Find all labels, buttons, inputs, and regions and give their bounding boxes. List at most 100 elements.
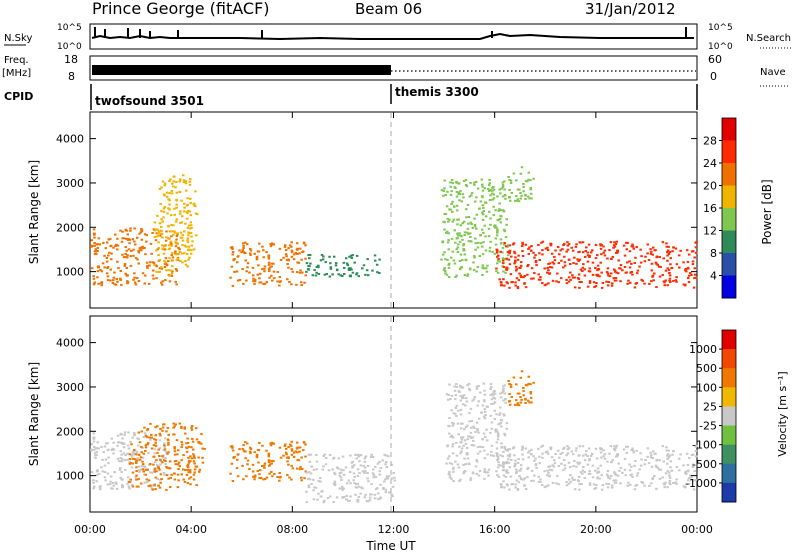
- data-cell: [359, 454, 363, 457]
- data-cell: [286, 460, 289, 463]
- data-cell: [598, 275, 601, 278]
- data-cell: [371, 456, 375, 459]
- data-cell: [560, 462, 563, 465]
- data-cell: [290, 255, 294, 258]
- data-cell: [622, 448, 626, 451]
- data-cell: [515, 479, 519, 482]
- data-cell: [472, 398, 476, 401]
- data-cell: [233, 270, 236, 273]
- data-cell: [665, 449, 669, 452]
- data-cell: [278, 479, 281, 482]
- data-cell: [446, 241, 450, 244]
- data-cell: [596, 274, 599, 277]
- data-cell: [573, 478, 576, 481]
- data-cell: [446, 398, 450, 401]
- y-tick-label: 3000: [56, 177, 84, 190]
- data-cell: [579, 241, 582, 244]
- data-cell: [478, 470, 482, 473]
- data-cell: [550, 266, 554, 269]
- data-cell: [546, 266, 549, 269]
- data-cell: [522, 389, 525, 392]
- data-cell: [186, 197, 189, 200]
- data-cell: [612, 471, 616, 474]
- data-cell: [365, 269, 369, 272]
- data-cell: [455, 414, 458, 417]
- data-cell: [495, 251, 499, 254]
- data-cell: [126, 476, 130, 479]
- data-cell: [449, 181, 452, 184]
- data-cell: [315, 460, 319, 463]
- data-cell: [532, 277, 535, 280]
- data-cell: [503, 188, 506, 191]
- data-cell: [120, 240, 124, 243]
- data-cell: [585, 450, 588, 453]
- data-cell: [112, 441, 115, 444]
- data-cell: [650, 465, 654, 468]
- data-cell: [192, 455, 196, 458]
- data-cell: [489, 393, 492, 396]
- data-cell: [119, 277, 122, 280]
- data-cell: [481, 274, 484, 277]
- data-cell: [290, 449, 294, 452]
- data-cell: [526, 265, 529, 268]
- data-cell: [524, 488, 528, 491]
- data-cell: [200, 442, 203, 445]
- data-cell: [159, 434, 162, 437]
- data-cell: [164, 239, 168, 242]
- data-cell: [643, 484, 646, 487]
- data-cell: [179, 212, 182, 215]
- data-cell: [521, 241, 524, 244]
- data-cell: [131, 238, 135, 241]
- data-cell: [286, 263, 289, 266]
- data-cell: [258, 473, 261, 476]
- data-cell: [455, 181, 458, 184]
- data-cell: [299, 269, 302, 272]
- data-cell: [364, 493, 367, 496]
- data-cell: [521, 250, 524, 253]
- data-cell: [186, 465, 189, 468]
- data-cell: [268, 463, 272, 466]
- colorbar-swatch: [722, 118, 736, 141]
- data-cell: [457, 433, 461, 436]
- data-cell: [134, 476, 137, 479]
- data-cell: [499, 396, 503, 399]
- data-cell: [497, 254, 500, 257]
- data-cell: [133, 227, 136, 230]
- data-cell: [599, 464, 602, 467]
- data-cell: [483, 224, 486, 227]
- data-cell: [641, 279, 645, 282]
- power-ylabel: Slant Range [km]: [27, 160, 41, 264]
- data-cell: [145, 240, 148, 243]
- data-cell: [96, 469, 99, 472]
- data-cell: [456, 463, 460, 466]
- data-cell: [451, 445, 454, 448]
- data-cell: [322, 255, 325, 258]
- data-cell: [235, 467, 239, 470]
- data-cell: [139, 482, 143, 485]
- data-cell: [459, 478, 462, 481]
- data-cell: [288, 244, 292, 247]
- data-cell: [537, 480, 541, 483]
- data-cell: [377, 498, 380, 501]
- data-cell: [171, 256, 175, 259]
- data-cell: [481, 204, 485, 207]
- data-cell: [567, 280, 571, 283]
- data-cell: [172, 472, 176, 475]
- data-cell: [170, 189, 174, 192]
- data-cell: [566, 452, 570, 455]
- data-cell: [671, 453, 674, 456]
- data-cell: [263, 270, 266, 273]
- data-cell: [298, 468, 302, 471]
- data-cell: [177, 252, 180, 255]
- data-cell: [96, 441, 100, 444]
- data-cell: [481, 404, 485, 407]
- data-cell: [115, 243, 118, 246]
- data-cell: [443, 251, 446, 254]
- data-cell: [459, 413, 463, 416]
- data-cell: [188, 227, 192, 230]
- data-cell: [593, 285, 596, 288]
- data-cell: [165, 264, 169, 267]
- data-cell: [124, 454, 127, 457]
- data-cell: [174, 253, 178, 256]
- data-cell: [638, 265, 641, 268]
